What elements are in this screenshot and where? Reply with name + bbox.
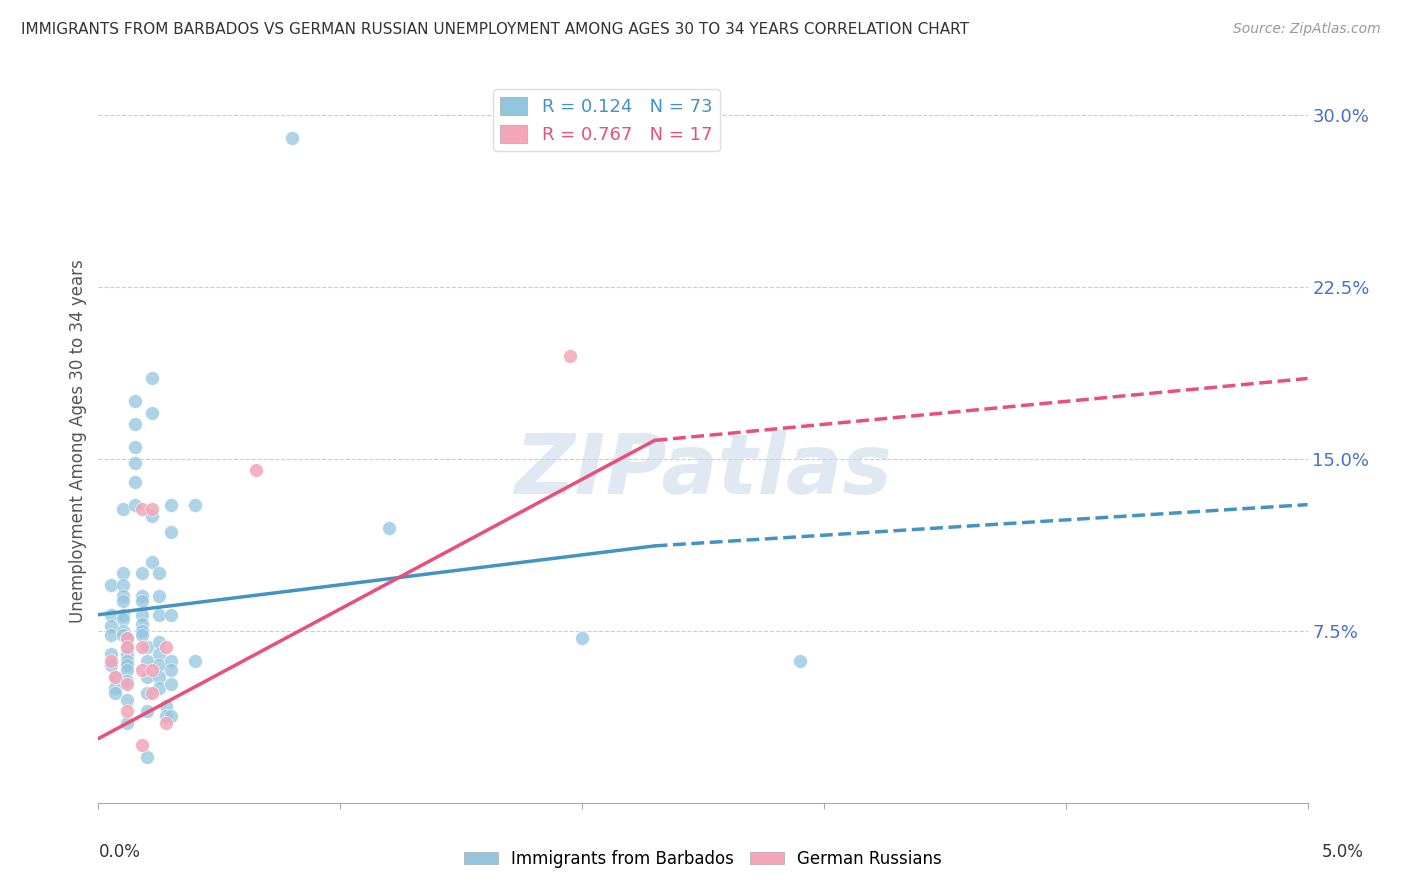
Point (100, 658, 122, 673)
Point (155, 708, 177, 723)
Point (281, 130, 304, 145)
Point (160, 654, 183, 668)
Point (184, 654, 207, 668)
Point (135, 670, 157, 684)
Point (160, 708, 183, 723)
Point (100, 628, 122, 642)
Point (141, 371, 163, 385)
Point (131, 628, 153, 642)
Point (160, 607, 183, 622)
Point (100, 647, 122, 661)
Point (571, 631, 593, 645)
Text: IMMIGRANTS FROM BARBADOS VS GERMAN RUSSIAN UNEMPLOYMENT AMONG AGES 30 TO 34 YEAR: IMMIGRANTS FROM BARBADOS VS GERMAN RUSSI… (21, 22, 969, 37)
Point (124, 440, 146, 454)
Point (135, 750, 157, 764)
Point (117, 631, 139, 645)
Point (155, 640, 177, 654)
Point (377, 520, 399, 534)
Point (117, 715, 139, 730)
Point (111, 578, 134, 592)
Point (184, 498, 207, 512)
Point (111, 628, 134, 642)
Point (117, 704, 139, 718)
Point (124, 456, 146, 470)
Point (148, 681, 170, 695)
Point (148, 566, 170, 581)
Point (131, 607, 153, 622)
Point (148, 607, 170, 622)
Point (135, 704, 157, 718)
Point (100, 578, 122, 592)
Point (160, 498, 183, 512)
Point (131, 616, 153, 631)
Text: 5.0%: 5.0% (1322, 843, 1364, 861)
Point (155, 699, 177, 714)
Point (104, 670, 127, 684)
Legend: Immigrants from Barbados, German Russians: Immigrants from Barbados, German Russian… (457, 844, 949, 875)
Point (148, 670, 170, 684)
Point (245, 463, 267, 477)
Point (111, 624, 134, 638)
Text: 0.0%: 0.0% (98, 843, 141, 861)
Point (141, 686, 163, 700)
Point (160, 525, 183, 540)
Point (117, 692, 139, 706)
Point (131, 502, 153, 516)
Point (141, 509, 163, 524)
Point (117, 663, 139, 677)
Y-axis label: Unemployment Among Ages 30 to 34 years: Unemployment Among Ages 30 to 34 years (69, 260, 87, 624)
Text: ZIPatlas: ZIPatlas (515, 430, 891, 511)
Point (789, 654, 811, 668)
Point (124, 498, 146, 512)
Point (148, 635, 170, 649)
Point (135, 654, 157, 668)
Point (111, 502, 134, 516)
Point (117, 658, 139, 673)
Point (111, 607, 134, 622)
Point (160, 663, 183, 677)
Point (135, 686, 157, 700)
Point (131, 566, 153, 581)
Point (117, 640, 139, 654)
Point (111, 612, 134, 626)
Text: Source: ZipAtlas.com: Source: ZipAtlas.com (1233, 22, 1381, 37)
Point (558, 349, 581, 363)
Point (131, 663, 153, 677)
Point (111, 590, 134, 604)
Point (117, 654, 139, 668)
Point (117, 640, 139, 654)
Point (131, 739, 153, 753)
Point (141, 406, 163, 420)
Point (131, 594, 153, 608)
Point (100, 619, 122, 633)
Point (131, 640, 153, 654)
Point (104, 681, 127, 695)
Point (148, 647, 170, 661)
Point (100, 654, 122, 668)
Point (141, 663, 163, 677)
Point (104, 670, 127, 684)
Point (131, 590, 153, 604)
Point (124, 394, 146, 409)
Point (148, 658, 170, 673)
Point (141, 555, 163, 569)
Point (111, 566, 134, 581)
Point (160, 676, 183, 690)
Point (155, 715, 177, 730)
Point (117, 647, 139, 661)
Point (111, 594, 134, 608)
Point (148, 590, 170, 604)
Legend: R = 0.124   N = 73, R = 0.767   N = 17: R = 0.124 N = 73, R = 0.767 N = 17 (494, 89, 720, 152)
Point (117, 631, 139, 645)
Point (131, 624, 153, 638)
Point (100, 607, 122, 622)
Point (117, 676, 139, 690)
Point (124, 475, 146, 489)
Point (104, 686, 127, 700)
Point (141, 502, 163, 516)
Point (117, 674, 139, 689)
Point (124, 417, 146, 432)
Point (135, 640, 157, 654)
